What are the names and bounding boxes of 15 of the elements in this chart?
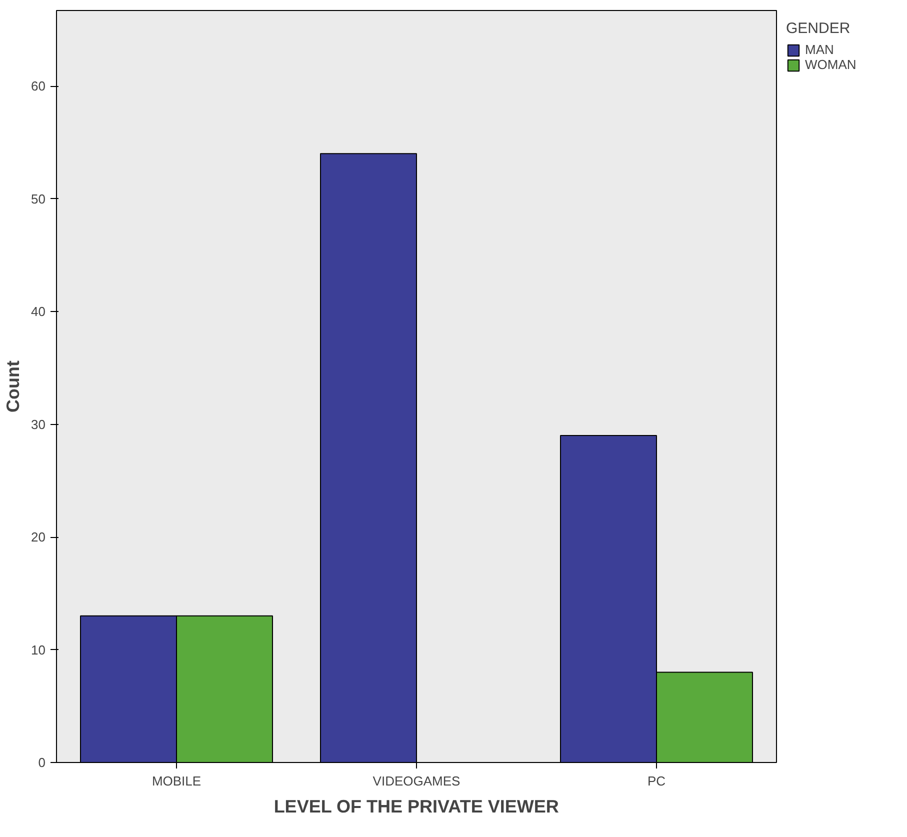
legend-title: GENDER [786,20,852,37]
y-tick-label: 30 [31,416,46,432]
y-tick-label: 50 [31,191,46,206]
x-tick-label: MOBILE [152,774,202,788]
y-tick-label: 10 [31,642,46,658]
y-tick-label: 0 [38,755,46,770]
y-tick-label: 20 [31,530,46,545]
legend-label: WOMAN [805,57,856,72]
y-tick-label: 40 [31,304,46,320]
x-tick-label: PC [647,774,666,788]
legend-label: MAN [805,42,834,57]
x-tick-label: VIDEOGAMES [372,774,461,788]
y-tick-label: 60 [31,78,46,94]
y-axis-title: Count [3,360,24,412]
x-axis-title: LEVEL OF THE PRIVATE VIEWER [274,796,559,816]
